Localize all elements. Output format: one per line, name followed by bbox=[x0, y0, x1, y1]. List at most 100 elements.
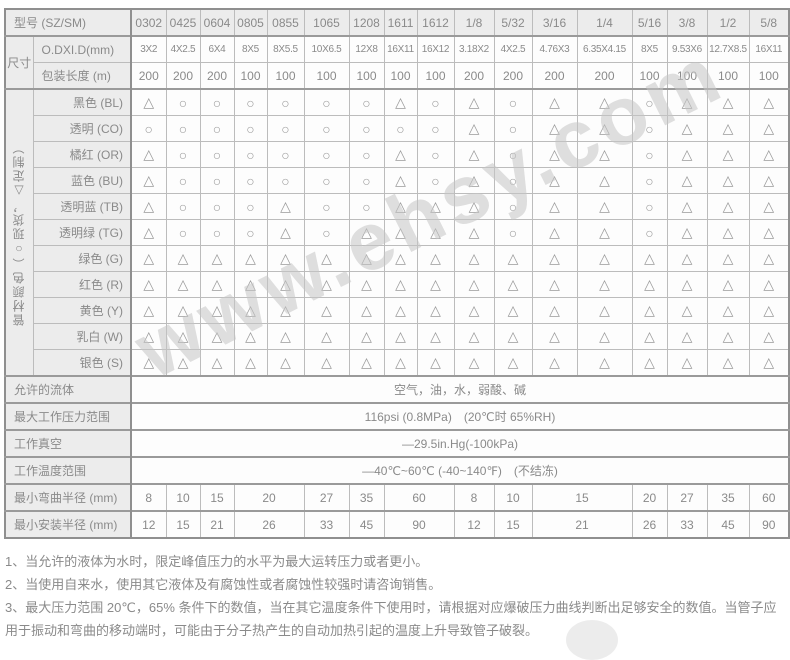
od-id-cell: 12X8 bbox=[348, 35, 385, 63]
custom-mark: △ bbox=[453, 115, 495, 142]
stock-mark: ○ bbox=[303, 219, 350, 246]
stock-mark: ○ bbox=[233, 88, 268, 116]
pack-length-cell: 200 bbox=[493, 62, 533, 90]
model-column-header: 1/2 bbox=[706, 8, 750, 37]
custom-mark: △ bbox=[199, 297, 235, 324]
od-id-cell: 3X2 bbox=[130, 35, 167, 63]
radius-cell: 27 bbox=[666, 483, 708, 512]
custom-mark: △ bbox=[631, 271, 668, 298]
pack-length-cell: 100 bbox=[266, 62, 305, 90]
pack-length-cell: 100 bbox=[631, 62, 668, 90]
radius-cell: 21 bbox=[199, 510, 235, 539]
custom-mark: △ bbox=[748, 323, 790, 350]
custom-mark: △ bbox=[383, 141, 418, 168]
od-id-cell: 8X5 bbox=[631, 35, 668, 63]
od-id-cell: 16X11 bbox=[383, 35, 418, 63]
custom-mark: △ bbox=[130, 245, 167, 272]
stock-mark: ○ bbox=[233, 141, 268, 168]
spec-value: 空气，油，水，弱酸、碱 bbox=[130, 375, 790, 404]
custom-mark: △ bbox=[706, 115, 750, 142]
custom-mark: △ bbox=[748, 167, 790, 194]
custom-mark: △ bbox=[531, 115, 578, 142]
custom-mark: △ bbox=[165, 297, 201, 324]
custom-mark: △ bbox=[706, 271, 750, 298]
custom-mark: △ bbox=[493, 271, 533, 298]
od-id-cell: 6X4 bbox=[199, 35, 235, 63]
footnote-1: 1、当允许的液体为水时，限定峰值压力的水平为最大运转压力或者更小。 bbox=[5, 554, 429, 569]
custom-mark: △ bbox=[576, 219, 633, 246]
color-name-label: 银色 (S) bbox=[32, 349, 132, 377]
stock-mark: ○ bbox=[348, 167, 385, 194]
stock-mark: ○ bbox=[165, 219, 201, 246]
stock-mark: ○ bbox=[348, 193, 385, 220]
custom-mark: △ bbox=[666, 245, 708, 272]
pack-length-cell: 200 bbox=[531, 62, 578, 90]
custom-mark: △ bbox=[348, 349, 385, 377]
stock-mark: ○ bbox=[199, 193, 235, 220]
stock-mark: ○ bbox=[631, 141, 668, 168]
size-group-label: 尺寸 bbox=[4, 35, 34, 90]
radius-cell: 21 bbox=[531, 510, 633, 539]
stock-mark: ○ bbox=[631, 219, 668, 246]
custom-mark: △ bbox=[348, 323, 385, 350]
color-name-label: 黄色 (Y) bbox=[32, 297, 132, 324]
custom-mark: △ bbox=[576, 167, 633, 194]
radius-cell: 15 bbox=[493, 510, 533, 539]
custom-mark: △ bbox=[531, 88, 578, 116]
od-id-cell: 16X12 bbox=[416, 35, 455, 63]
stock-mark: ○ bbox=[303, 167, 350, 194]
custom-mark: △ bbox=[576, 193, 633, 220]
custom-mark: △ bbox=[165, 271, 201, 298]
pack-length-cell: 100 bbox=[348, 62, 385, 90]
pack-length-label: 包装长度 (m) bbox=[32, 62, 132, 90]
custom-mark: △ bbox=[130, 193, 167, 220]
custom-mark: △ bbox=[453, 193, 495, 220]
radius-cell: 12 bbox=[130, 510, 167, 539]
radius-cell: 45 bbox=[348, 510, 385, 539]
model-column-header: 5/16 bbox=[631, 8, 668, 37]
pack-length-cell: 100 bbox=[383, 62, 418, 90]
custom-mark: △ bbox=[576, 323, 633, 350]
od-id-cell: 6.35X4.15 bbox=[576, 35, 633, 63]
custom-mark: △ bbox=[531, 297, 578, 324]
custom-mark: △ bbox=[416, 219, 455, 246]
custom-mark: △ bbox=[706, 193, 750, 220]
stock-mark: ○ bbox=[199, 88, 235, 116]
stock-mark: ○ bbox=[165, 115, 201, 142]
custom-mark: △ bbox=[576, 141, 633, 168]
color-name-label: 黑色 (BL) bbox=[32, 88, 132, 116]
od-id-cell: 4X2.5 bbox=[165, 35, 201, 63]
stock-mark: ○ bbox=[165, 193, 201, 220]
stock-mark: ○ bbox=[165, 88, 201, 116]
custom-mark: △ bbox=[706, 141, 750, 168]
stock-mark: ○ bbox=[130, 115, 167, 142]
pack-length-cell: 200 bbox=[453, 62, 495, 90]
stock-mark: ○ bbox=[493, 141, 533, 168]
radius-label: 最小安装半径 (mm) bbox=[4, 510, 132, 539]
custom-mark: △ bbox=[453, 219, 495, 246]
model-column-header: 3/8 bbox=[666, 8, 708, 37]
custom-mark: △ bbox=[303, 271, 350, 298]
footnotes: 1、当允许的液体为水时，限定峰值压力的水平为最大运转压力或者更小。 2、当使用自… bbox=[5, 550, 785, 642]
stock-mark: ○ bbox=[199, 167, 235, 194]
custom-mark: △ bbox=[383, 349, 418, 377]
custom-mark: △ bbox=[576, 271, 633, 298]
custom-mark: △ bbox=[453, 323, 495, 350]
spec-value: 116psi (0.8MPa) (20℃时 65%RH) bbox=[130, 402, 790, 431]
custom-mark: △ bbox=[266, 245, 305, 272]
custom-mark: △ bbox=[748, 297, 790, 324]
pack-length-cell: 100 bbox=[416, 62, 455, 90]
custom-mark: △ bbox=[748, 349, 790, 377]
stock-mark: ○ bbox=[493, 167, 533, 194]
spec-label: 工作真空 bbox=[4, 429, 132, 458]
custom-mark: △ bbox=[416, 245, 455, 272]
custom-mark: △ bbox=[531, 245, 578, 272]
stock-mark: ○ bbox=[199, 141, 235, 168]
stock-mark: ○ bbox=[416, 167, 455, 194]
custom-mark: △ bbox=[303, 297, 350, 324]
custom-mark: △ bbox=[531, 141, 578, 168]
custom-mark: △ bbox=[233, 245, 268, 272]
custom-mark: △ bbox=[303, 323, 350, 350]
od-id-cell: 9.53X6 bbox=[666, 35, 708, 63]
pack-length-cell: 200 bbox=[165, 62, 201, 90]
